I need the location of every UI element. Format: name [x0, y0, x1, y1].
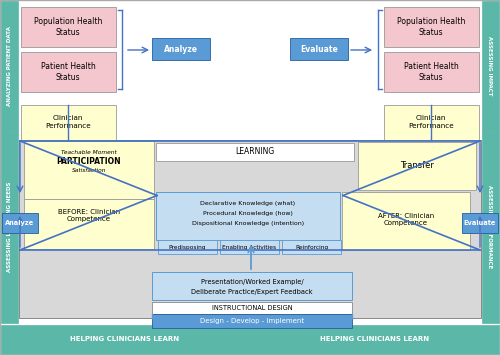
- Text: Dispositional Knowledge (intention): Dispositional Knowledge (intention): [192, 222, 304, 226]
- Text: Population Health
Status: Population Health Status: [34, 17, 102, 37]
- Text: Design - Develop - Implement: Design - Develop - Implement: [200, 318, 304, 324]
- Text: Clinician
Performance: Clinician Performance: [408, 115, 454, 129]
- Text: Transfer: Transfer: [400, 162, 434, 170]
- Text: ASSESSING PERFORMANCE: ASSESSING PERFORMANCE: [488, 185, 492, 269]
- Bar: [384, 105, 479, 140]
- Bar: [24, 199, 154, 249]
- Text: BEFORE: Clinician
Competence: BEFORE: Clinician Competence: [58, 208, 120, 222]
- Bar: [152, 302, 352, 314]
- Bar: [342, 192, 470, 250]
- Text: Evaluate: Evaluate: [464, 220, 496, 226]
- Bar: [21, 105, 116, 140]
- Bar: [1, 131, 18, 323]
- Bar: [158, 240, 217, 254]
- Text: Presentation/Worked Example/: Presentation/Worked Example/: [200, 279, 304, 285]
- Text: ASSESSING LEARNING NEEDS: ASSESSING LEARNING NEEDS: [7, 182, 12, 272]
- Bar: [358, 142, 476, 190]
- Bar: [24, 141, 154, 199]
- Text: Analyze: Analyze: [164, 44, 198, 54]
- Bar: [462, 213, 498, 233]
- Text: Satisfaction: Satisfaction: [72, 169, 106, 174]
- Bar: [152, 314, 352, 328]
- Bar: [482, 1, 499, 131]
- Bar: [482, 131, 499, 323]
- Text: Population Health
Status: Population Health Status: [397, 17, 465, 37]
- Bar: [156, 143, 354, 161]
- Text: Reinforcing: Reinforcing: [295, 245, 328, 250]
- Bar: [152, 38, 210, 60]
- Text: INSTRUCTIONAL DESIGN: INSTRUCTIONAL DESIGN: [212, 305, 292, 311]
- Text: ANALYZING PATIENT DATA: ANALYZING PATIENT DATA: [7, 26, 12, 106]
- Text: LEARNING: LEARNING: [236, 147, 275, 157]
- Text: HELPING CLINICIANS LEARN: HELPING CLINICIANS LEARN: [320, 336, 430, 342]
- Bar: [21, 7, 116, 47]
- Text: HELPING CLINICIANS LEARN: HELPING CLINICIANS LEARN: [70, 336, 180, 342]
- Text: Patient Health
Status: Patient Health Status: [40, 62, 96, 82]
- Text: Clinician
Performance: Clinician Performance: [45, 115, 91, 129]
- Bar: [156, 192, 340, 240]
- Bar: [21, 52, 116, 92]
- Bar: [152, 272, 352, 300]
- Text: Predisposing: Predisposing: [169, 245, 206, 250]
- Text: Patient Health
Status: Patient Health Status: [404, 62, 458, 82]
- Bar: [19, 140, 481, 318]
- Bar: [384, 52, 479, 92]
- Bar: [290, 38, 348, 60]
- Text: Teachable Moment: Teachable Moment: [61, 151, 117, 155]
- Text: Enabling Activities: Enabling Activities: [222, 245, 276, 250]
- Bar: [2, 213, 38, 233]
- Text: Declarative Knowledge (what): Declarative Knowledge (what): [200, 202, 296, 207]
- Bar: [220, 240, 279, 254]
- Text: PARTICIPATION: PARTICIPATION: [56, 158, 122, 166]
- Text: Evaluate: Evaluate: [300, 44, 338, 54]
- Text: AFTER: Clinician
Competence: AFTER: Clinician Competence: [378, 213, 434, 226]
- Bar: [1, 1, 18, 131]
- Bar: [384, 7, 479, 47]
- Bar: [1, 325, 499, 354]
- Text: Procedural Knowledge (how): Procedural Knowledge (how): [203, 212, 293, 217]
- Bar: [282, 240, 341, 254]
- Text: Analyze: Analyze: [6, 220, 34, 226]
- Text: Deliberate Practice/Expert Feedback: Deliberate Practice/Expert Feedback: [191, 289, 313, 295]
- Text: ASSESSING IMPACT: ASSESSING IMPACT: [488, 36, 492, 96]
